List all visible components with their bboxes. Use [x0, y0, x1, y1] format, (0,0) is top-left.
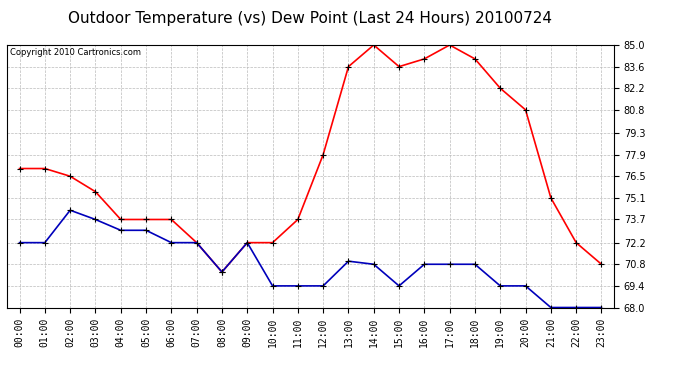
Text: Outdoor Temperature (vs) Dew Point (Last 24 Hours) 20100724: Outdoor Temperature (vs) Dew Point (Last…	[68, 11, 553, 26]
Text: Copyright 2010 Cartronics.com: Copyright 2010 Cartronics.com	[10, 48, 141, 57]
